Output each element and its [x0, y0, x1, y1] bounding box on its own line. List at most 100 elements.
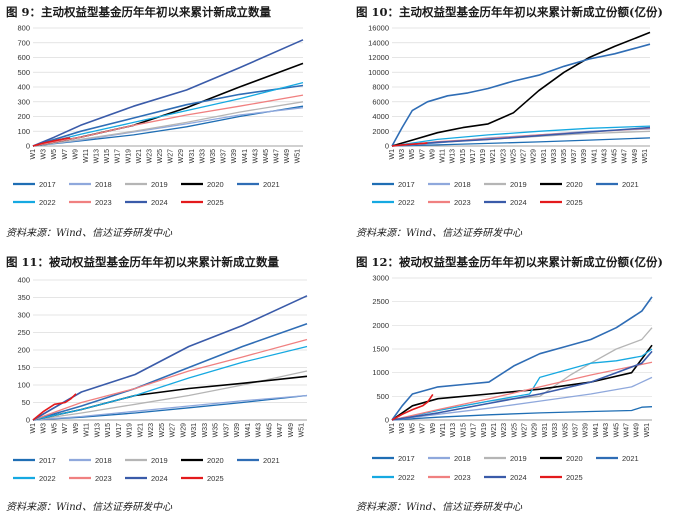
x-tick-label: W37 [573, 423, 580, 438]
series-line-2025 [391, 393, 434, 421]
legend-label: 2017 [39, 456, 56, 465]
legend-label: 2025 [566, 473, 583, 482]
x-tick-label: W29 [178, 149, 185, 164]
x-tick-label: W15 [105, 423, 112, 438]
x-tick-label: W19 [481, 423, 488, 438]
legend-label: 2024 [151, 198, 168, 207]
x-tick-label: W47 [622, 149, 629, 164]
y-tick-label: 0 [385, 142, 389, 151]
series-line-2021 [391, 43, 651, 147]
y-tick-label: 1500 [372, 345, 389, 354]
y-tick-label: 4000 [372, 112, 389, 121]
x-tick-label: W51 [299, 423, 306, 438]
y-tick-label: 50 [22, 398, 30, 407]
legend-item-2019: 2019 [125, 456, 168, 465]
x-tick-label: W3 [41, 423, 48, 434]
legend-item-2025: 2025 [181, 198, 224, 207]
y-tick-label: 400 [17, 276, 30, 285]
x-tick-label: W7 [62, 423, 69, 434]
y-tick-label: 2000 [372, 127, 389, 136]
legend-item-2017: 2017 [13, 456, 56, 465]
y-tick-label: 2000 [372, 321, 389, 330]
y-tick-label: 800 [17, 24, 30, 33]
x-tick-label: W23 [501, 423, 508, 438]
line-chart-fig11: 0 50 100 150 200 250 300 350 400 W1 W3 W5 W7 W9 W11 W13… [13, 276, 308, 483]
x-tick-label: W23 [148, 423, 155, 438]
series-line-2019 [32, 101, 304, 147]
x-tick-label: W19 [480, 149, 487, 164]
x-tick-label: W29 [532, 423, 539, 438]
legend-label: 2020 [566, 180, 583, 189]
y-tick-label: 200 [17, 346, 30, 355]
x-tick-label: W15 [460, 149, 467, 164]
x-tick-label: W37 [221, 149, 228, 164]
x-tick-label: W45 [266, 423, 273, 438]
x-tick-label: W51 [644, 423, 651, 438]
y-tick-label: 400 [17, 83, 30, 92]
x-tick-label: W23 [500, 149, 507, 164]
chart-source: 资料来源：Wind、信达证券研发中心 [356, 228, 523, 239]
legend-item-2019: 2019 [484, 180, 527, 189]
x-tick-label: W5 [51, 149, 58, 160]
x-tick-label: W17 [470, 149, 477, 164]
x-tick-label: W25 [510, 149, 517, 164]
x-tick-label: W35 [213, 423, 220, 438]
y-tick-label: 0 [26, 142, 30, 151]
y-tick-label: 6000 [372, 97, 389, 106]
series-line-2020 [391, 31, 651, 147]
x-tick-label: W21 [137, 423, 144, 438]
series-line-2025 [32, 137, 71, 147]
y-tick-label: 500 [17, 68, 30, 77]
legend-item-2024: 2024 [484, 473, 527, 482]
series-line-2022 [391, 125, 651, 147]
legend-item-2019: 2019 [484, 454, 527, 463]
x-tick-label: W39 [581, 149, 588, 164]
x-tick-label: W33 [552, 423, 559, 438]
legend-label: 2021 [263, 456, 280, 465]
legend-label: 2020 [207, 456, 224, 465]
y-tick-label: 200 [17, 112, 30, 121]
series-line-2021 [32, 323, 308, 421]
x-tick-label: W3 [399, 423, 406, 434]
series-line-2023 [32, 338, 308, 421]
x-tick-label: W1 [389, 423, 396, 434]
legend-item-2017: 2017 [372, 454, 415, 463]
legend-label: 2025 [566, 198, 583, 207]
x-tick-label: W17 [471, 423, 478, 438]
legend-label: 2023 [454, 198, 471, 207]
chart-panel-fig9: 图 9：主动权益型基金历年年初以来累计新成立数量 0 100 200 300 400 50… [0, 0, 350, 258]
chart-source: 资料来源：Wind、信达证券研发中心 [6, 502, 173, 513]
x-tick-label: W13 [94, 423, 101, 438]
x-tick-label: W31 [191, 423, 198, 438]
legend-item-2025: 2025 [181, 474, 224, 483]
x-tick-label: W47 [274, 149, 281, 164]
legend-item-2018: 2018 [69, 180, 112, 189]
x-tick-label: W5 [51, 423, 58, 434]
legend-item-2022: 2022 [372, 198, 415, 207]
x-tick-label: W49 [284, 149, 291, 164]
x-tick-label: W41 [591, 149, 598, 164]
series-line-2024 [391, 350, 653, 421]
x-tick-label: W11 [440, 149, 447, 163]
legend-label: 2022 [39, 474, 56, 483]
legend-item-2020: 2020 [540, 180, 583, 189]
legend-item-2023: 2023 [428, 473, 471, 482]
x-tick-label: W5 [409, 149, 416, 160]
chart-title: 图 9：主动权益型基金历年年初以来累计新成立数量 [6, 5, 272, 19]
legend-item-2025: 2025 [540, 198, 583, 207]
legend-item-2017: 2017 [372, 180, 415, 189]
x-tick-label: W43 [601, 149, 608, 164]
x-tick-label: W45 [613, 423, 620, 438]
x-tick-label: W29 [531, 149, 538, 164]
legend-label: 2019 [510, 180, 527, 189]
x-tick-label: W31 [542, 423, 549, 438]
chart-title: 图 12：被动权益型基金历年年初以来累计新成立份额(亿份) [356, 255, 663, 269]
legend-label: 2022 [39, 198, 56, 207]
legend-item-2024: 2024 [125, 198, 168, 207]
legend-label: 2021 [622, 454, 639, 463]
x-tick-label: W1 [30, 149, 37, 160]
y-tick-label: 250 [17, 328, 30, 337]
x-tick-label: W3 [41, 149, 48, 160]
x-tick-label: W19 [127, 423, 134, 438]
legend-item-2021: 2021 [237, 456, 280, 465]
